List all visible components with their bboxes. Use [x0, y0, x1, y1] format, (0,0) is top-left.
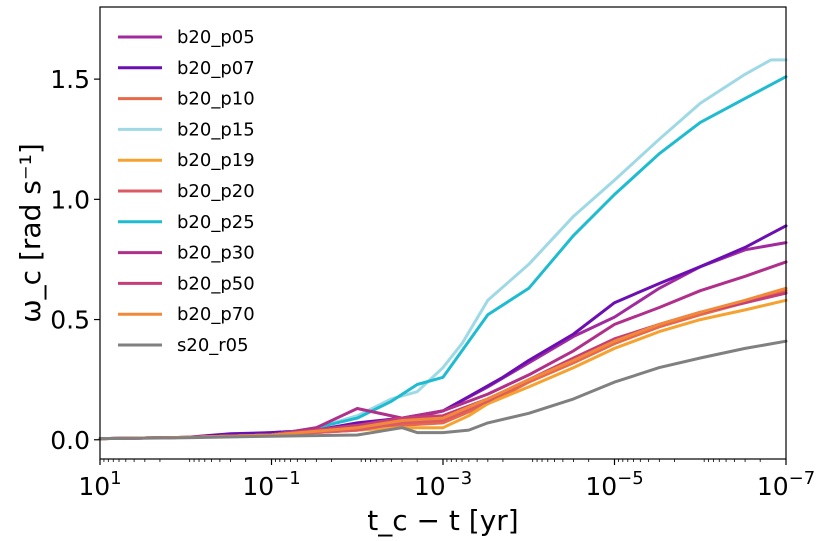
x-tick-label: 10−1: [242, 468, 300, 501]
x-tick-label: 10−3: [414, 468, 472, 501]
x-ticks: 101 10−1 10−3 10−5 10−7: [78, 459, 815, 501]
x-tick-label: 10−7: [757, 468, 815, 501]
x-tick-label: 101: [78, 468, 121, 501]
legend: b20_p05 b20_p07 b20_p10 b20_p15 b20_p19 b20_p…: [118, 27, 255, 356]
y-ticks: 0.0 0.5 1.0 1.5: [50, 65, 100, 455]
legend-label-b20_p05: b20_p05: [177, 27, 255, 48]
series-layer: [98, 58, 788, 441]
legend-label-b20_p30: b20_p30: [177, 243, 255, 264]
legend-label-b20_p20: b20_p20: [177, 181, 255, 202]
legend-label-b20_p19: b20_p19: [177, 150, 255, 171]
legend-label-b20_p10: b20_p10: [177, 89, 255, 110]
x-axis-label: t_c − t [yr]: [367, 504, 518, 537]
y-axis-label: ω_c [rad s⁻¹]: [14, 143, 47, 323]
y-tick-label: 0.5: [50, 306, 90, 335]
legend-label-b20_p70: b20_p70: [177, 304, 255, 325]
series-line-b20_p07: [98, 224, 788, 441]
legend-label-b20_p07: b20_p07: [177, 58, 255, 79]
y-tick-label: 0.0: [50, 426, 90, 455]
series-line-b20_p70: [98, 286, 788, 441]
legend-label-b20_p50: b20_p50: [177, 273, 255, 294]
y-tick-label: 1.0: [50, 185, 90, 214]
series-line-s20_r05: [98, 339, 788, 441]
legend-label-b20_p25: b20_p25: [177, 212, 255, 233]
legend-label-b20_p15: b20_p15: [177, 119, 255, 140]
x-tick-label: 10−5: [585, 468, 643, 501]
legend-label-s20_r05: s20_r05: [177, 335, 249, 356]
y-tick-label: 1.5: [50, 65, 90, 94]
